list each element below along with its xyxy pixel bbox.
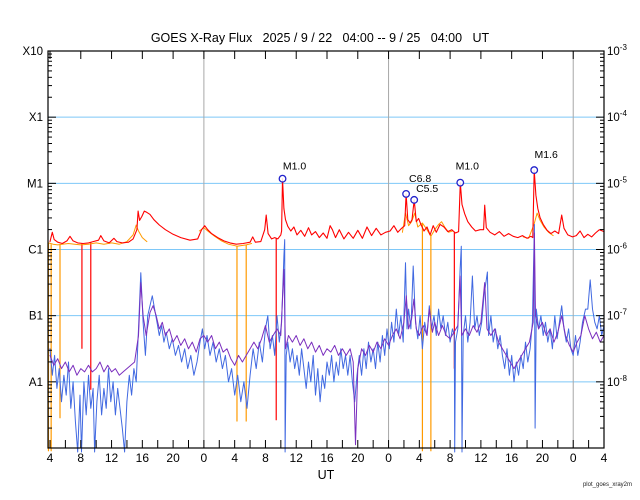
flare-marker-circle — [530, 166, 539, 175]
chart-title: GOES X-Ray Flux 2025 / 9 / 22 04:00 -- 9… — [150, 31, 490, 45]
x-axis-tick-label: 12 — [290, 451, 304, 465]
flare-label: C6.8 — [409, 173, 431, 185]
x-axis-tick-label: 8 — [262, 451, 269, 465]
flare-marker-circle — [402, 189, 411, 198]
y-axis-label-a1: A1 — [29, 377, 43, 389]
series-xray-short-secondary — [49, 232, 605, 446]
x-axis-tick-label: 0 — [201, 451, 208, 465]
flare-label: M1.6 — [535, 149, 559, 161]
x-axis-tick-label: 12 — [474, 451, 488, 465]
y-axis-label-x1: X1 — [29, 112, 43, 124]
x-axis-tick-label: 0 — [570, 451, 577, 465]
series-xray-long-secondary — [48, 212, 554, 247]
x-axis-tick-label: 0 — [385, 451, 392, 465]
y-axis-right-label-1e-6: 10-6 — [607, 242, 627, 257]
y-axis-right-label-1e-3: 10-3 — [607, 43, 627, 58]
y-axis-right-label-1e-5: 10-5 — [607, 175, 627, 190]
series-xray-short-primary — [49, 223, 605, 453]
y-axis-right-label-1e-8: 10-8 — [607, 374, 627, 389]
flare-label: M1.0 — [283, 161, 307, 173]
y-axis-right-label-1e-4: 10-4 — [607, 109, 627, 124]
x-axis-tick-label: 12 — [105, 451, 119, 465]
x-axis-tick-label: 16 — [505, 451, 519, 465]
y-axis-label-x10: X10 — [23, 46, 43, 58]
y-gridlines — [48, 116, 604, 383]
y-axis-label-b1: B1 — [29, 311, 43, 323]
series-xray-long-primary — [49, 169, 605, 245]
axis-ticks — [48, 51, 605, 448]
x-axis-tick-label: 16 — [136, 451, 150, 465]
flare-marker-circle — [278, 174, 287, 183]
x-axis-tick-label: 20 — [536, 451, 550, 465]
plot-filename-watermark: plot_goes_xray2m — [582, 482, 632, 488]
x-axis-tick-label: 20 — [351, 451, 365, 465]
x-axis-tick-label: 4 — [601, 451, 608, 465]
x-axis-tick-label: 4 — [47, 451, 54, 465]
flare-label: M1.0 — [456, 161, 480, 173]
flare-marker-circle — [456, 178, 465, 187]
axis-labels: X10 X1 M1 C1 B1 A1 10-3 10-4 10-5 10-6 10-7 10-8 4 8 1… — [23, 43, 628, 465]
x-axis-tick-label: 4 — [416, 451, 423, 465]
x-axis-tick-label: 8 — [77, 451, 84, 465]
x-axis-tick-label: 4 — [231, 451, 238, 465]
flare-marker-circle — [410, 195, 419, 204]
x-axis-tick-label: 8 — [447, 451, 454, 465]
flare-label: C5.5 — [416, 183, 438, 195]
flare-annotations: M1.0 C6.8C5.5 M1.0 M1.6 — [278, 149, 559, 204]
y-axis-label-m1: M1 — [27, 178, 43, 190]
x-axis-tick-label: 20 — [166, 451, 180, 465]
y-axis-right-label-1e-7: 10-7 — [607, 308, 627, 323]
x-axis-title: UT — [317, 468, 335, 482]
y-axis-label-c1: C1 — [28, 245, 43, 257]
day-boundary-lines — [203, 51, 574, 448]
x-axis-tick-label: 16 — [320, 451, 334, 465]
